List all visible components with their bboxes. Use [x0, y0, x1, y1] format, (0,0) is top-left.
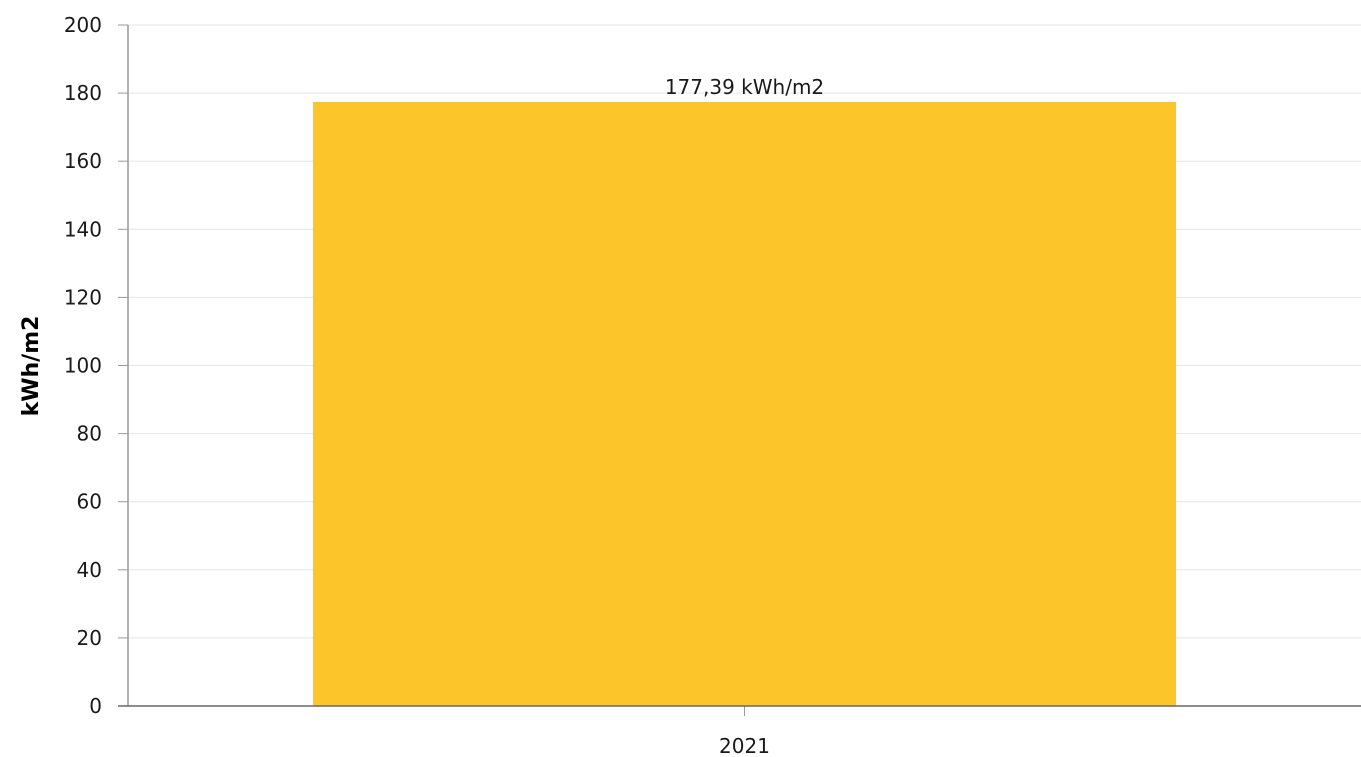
x-tick-label: 2021 [719, 734, 770, 757]
y-tick-label: 0 [89, 694, 102, 718]
axes [118, 24, 1361, 716]
y-tick-label: 160 [64, 149, 102, 173]
y-axis-title: kWh/m2 [19, 316, 44, 417]
y-tick-label: 100 [64, 354, 102, 378]
y-tick-label: 60 [77, 490, 102, 514]
y-tick-label: 140 [64, 217, 102, 241]
data-labels: 177,39 kWh/m2 [665, 75, 824, 99]
y-tick-label: 180 [64, 81, 102, 105]
y-tick-label: 200 [64, 13, 102, 37]
x-tick-labels: 2021 [719, 734, 770, 757]
y-tick-labels: 0 20 40 60 80 100 120 140 160 180 200 [64, 13, 102, 718]
y-tick-label: 20 [77, 626, 102, 650]
data-label: 177,39 kWh/m2 [665, 75, 824, 99]
bar-2021[interactable] [312, 101, 1177, 706]
bars [312, 101, 1177, 706]
y-tick-label: 120 [64, 285, 102, 309]
y-tick-label: 80 [77, 422, 102, 446]
y-tick-label: 40 [77, 558, 102, 582]
